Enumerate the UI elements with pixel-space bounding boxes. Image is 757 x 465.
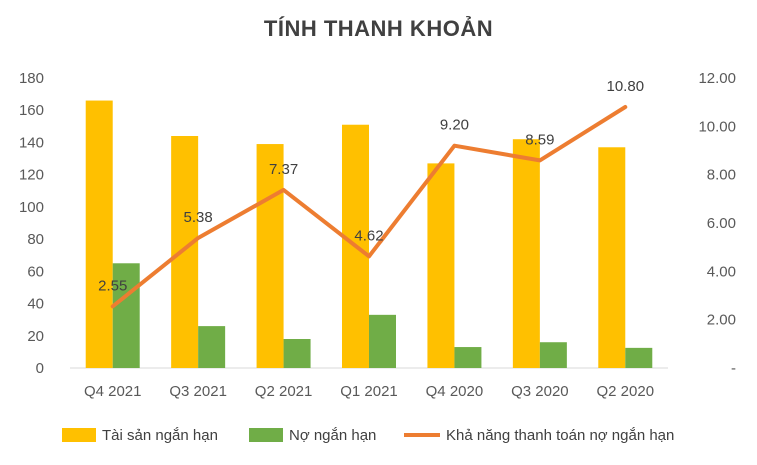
bar-tai-san-ngan-han (512, 139, 540, 368)
line-data-label: 4.62 (354, 227, 383, 244)
x-tick-label: Q3 2020 (511, 383, 569, 400)
bar-no-ngan-han (112, 263, 140, 368)
y-right-tick-label: 4.00 (707, 263, 736, 280)
legend-label-tai-san-ngan-han: Tài sản ngắn hạn (102, 427, 218, 444)
bar-no-ngan-han (454, 347, 482, 368)
y-left-tick-label: 20 (27, 328, 44, 345)
bar-no-ngan-han (539, 342, 567, 368)
bar-no-ngan-han (198, 326, 226, 368)
y-left-tick-label: 60 (27, 263, 44, 280)
x-tick-label: Q2 2020 (597, 383, 655, 400)
bar-tai-san-ngan-han (171, 136, 199, 368)
bar-no-ngan-han (625, 347, 653, 368)
y-left-tick-label: 180 (19, 70, 44, 87)
chart-title: TÍNH THANH KHOẢN (263, 16, 494, 41)
x-tick-label: Q4 2021 (84, 383, 142, 400)
line-data-label: 2.55 (98, 277, 127, 294)
y-left-tick-label: 40 (27, 296, 44, 313)
y-right-tick-label: - (731, 360, 736, 377)
y-left-tick-label: 0 (36, 360, 44, 377)
x-tick-label: Q4 2020 (426, 383, 484, 400)
y-left-tick-label: 100 (19, 199, 44, 216)
x-tick-label: Q3 2021 (169, 383, 227, 400)
y-left-tick-label: 140 (19, 134, 44, 151)
y-right-tick-label: 10.00 (698, 118, 736, 135)
y-left-tick-label: 160 (19, 102, 44, 119)
bar-tai-san-ngan-han (427, 163, 455, 368)
bar-tai-san-ngan-han (256, 144, 284, 368)
bar-no-ngan-han (369, 314, 396, 368)
x-tick-label: Q2 2021 (255, 383, 313, 400)
y-right-tick-label: 2.00 (707, 312, 736, 329)
legend-swatch-tai-san-ngan-han (62, 428, 96, 442)
y-left-tick-label: 120 (19, 167, 44, 184)
line-data-label: 9.20 (440, 117, 469, 134)
y-right-tick-label: 6.00 (707, 215, 736, 232)
line-kha-nang-thanh-toan (110, 105, 628, 309)
line-data-label: 5.38 (184, 209, 213, 226)
y-right-tick-label: 12.00 (698, 70, 736, 87)
bar-no-ngan-han (283, 339, 311, 368)
line-data-label: 7.37 (269, 161, 298, 178)
line-data-label: 8.59 (525, 131, 554, 148)
legend-label-no-ngan-han: Nợ ngắn hạn (289, 427, 376, 444)
legend-swatch-no-ngan-han (249, 428, 283, 442)
x-tick-label: Q1 2021 (340, 383, 398, 400)
y-right-tick-label: 8.00 (707, 167, 736, 184)
y-left-tick-label: 80 (27, 231, 44, 248)
bar-tai-san-ngan-han (598, 147, 626, 368)
line-data-label: 10.80 (607, 78, 645, 95)
legend-label-kha-nang-thanh-toan: Khả năng thanh toán nợ ngắn hạn (446, 427, 674, 444)
bar-tai-san-ngan-han (85, 100, 113, 369)
